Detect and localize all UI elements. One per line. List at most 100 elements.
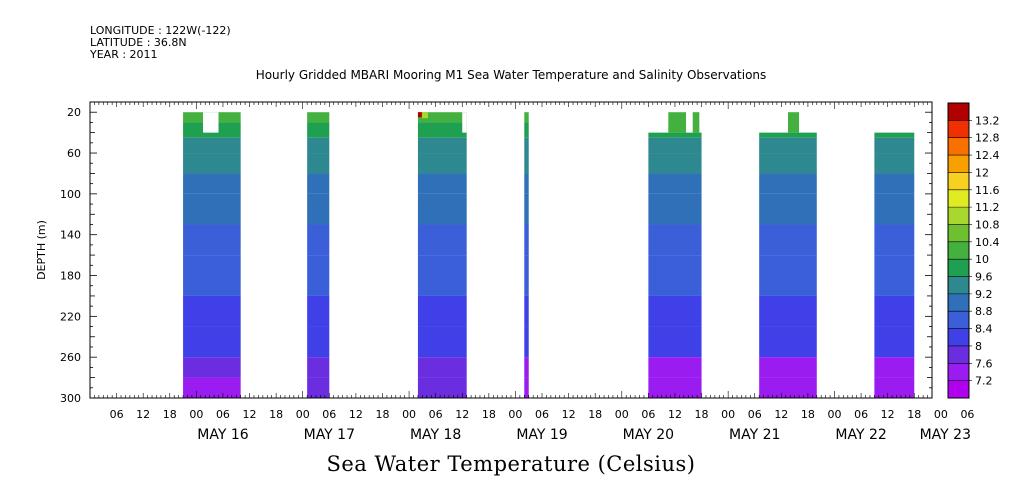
temperature-cell (524, 255, 529, 296)
heatmap-plot: DEPTH (m) 06 12 18 00 06 12 18 00 06 12 18 00 06 12 18… (35, 101, 1000, 443)
temperature-cell (307, 193, 330, 225)
temperature-cell (759, 132, 817, 138)
colorbar-tick-label: 12 (975, 166, 989, 179)
y-tick-label: 180 (60, 270, 81, 283)
colorbar-segment (948, 207, 969, 225)
temperature-cell (648, 255, 702, 296)
x-tick-label: 06 (216, 408, 230, 421)
x-tick-label: 12 (774, 408, 788, 421)
temperature-cell (524, 153, 529, 174)
temperature-cell (417, 122, 467, 138)
temperature-cell (692, 112, 700, 133)
x-day-label: MAY 21 (729, 427, 780, 443)
temperature-cell (307, 137, 330, 154)
y-tick-label: 220 (60, 310, 81, 323)
temperature-cell (417, 357, 467, 378)
temperature-cell (417, 112, 422, 118)
colorbar-tick-label: 7.6 (975, 357, 993, 370)
x-tick-label: 00 (615, 408, 629, 421)
colorbar-frame (947, 102, 970, 399)
colorbar-segment (948, 155, 969, 173)
colorbar-tick-label: 12.4 (975, 149, 1000, 162)
y-tick-label: 260 (60, 351, 81, 364)
x-tick-label: 00 (934, 408, 948, 421)
colorbar-tick-label: 13.2 (975, 114, 1000, 127)
temperature-cell (648, 132, 702, 138)
temperature-cell (524, 173, 529, 194)
temperature-cell (307, 173, 330, 194)
temperature-cell (421, 112, 428, 119)
x-tick-label: 18 (801, 408, 815, 421)
temperature-cell (524, 377, 529, 398)
colorbar-tick-label: 8.8 (975, 305, 993, 318)
temperature-cell (759, 193, 817, 225)
colorbar-tick-label: 12.8 (975, 132, 1000, 145)
x-tick-label: 12 (668, 408, 682, 421)
x-tick-label: 00 (721, 408, 735, 421)
colorbar-segment (948, 172, 969, 191)
x-tick-label: 06 (322, 408, 336, 421)
x-tick-label: 06 (960, 408, 974, 421)
colorbar-segment (948, 189, 969, 208)
temperature-cell (874, 153, 915, 174)
temperature-cell (648, 377, 702, 398)
colorbar-segment (948, 224, 969, 243)
temperature-cell (759, 377, 817, 398)
temperature-cell (417, 255, 467, 296)
temperature-cell (307, 153, 330, 174)
x-day-label: MAY 23 (920, 427, 971, 443)
x-tick-label: 06 (429, 408, 443, 421)
colorbar-segment (948, 120, 969, 139)
temperature-cell (874, 132, 915, 138)
temperature-cell (759, 357, 817, 378)
temperature-cell (524, 295, 529, 327)
colorbar-segment (948, 311, 969, 329)
temperature-cell (307, 122, 330, 138)
temperature-cell (417, 153, 467, 174)
colorbar-tick-label: 9.2 (975, 288, 993, 301)
x-tick-label: 06 (854, 408, 868, 421)
x-tick-label: 06 (110, 408, 124, 421)
temperature-cell (417, 193, 467, 225)
temperature-cell (417, 326, 467, 358)
x-tick-label: 06 (748, 408, 762, 421)
temperature-cell (648, 224, 702, 256)
x-tick-label: 00 (296, 408, 310, 421)
temperature-cell (874, 193, 915, 225)
temperature-cell (183, 224, 241, 256)
colorbar-segment (948, 363, 969, 381)
x-tick-label: 06 (535, 408, 549, 421)
temperature-cell (668, 112, 687, 133)
temperature-cell (648, 326, 702, 358)
colorbar-tick-label: 7.2 (975, 375, 993, 388)
colorbar-tick-label: 10.8 (975, 218, 1000, 231)
x-tick-label: 18 (269, 408, 283, 421)
x-tick-label: 18 (695, 408, 709, 421)
y-tick-label: 140 (60, 229, 81, 242)
x-tick-label: 18 (163, 408, 177, 421)
temperature-cell (417, 295, 467, 327)
temperature-cell (787, 112, 800, 133)
y-tick-label: 100 (60, 188, 81, 201)
x-tick-label: 12 (136, 408, 150, 421)
colorbar-segment (948, 293, 969, 312)
x-tick-label: 12 (562, 408, 576, 421)
temperature-cell (759, 326, 817, 358)
temperature-cell (183, 326, 241, 358)
colorbar-segment (948, 380, 969, 399)
temperature-cell (183, 357, 241, 378)
temperature-cell (648, 357, 702, 378)
temperature-cell (307, 326, 330, 358)
temperature-cell (417, 224, 467, 256)
colorbar-segment (948, 103, 969, 121)
x-tick-label: 18 (588, 408, 602, 421)
x-tick-label: 18 (375, 408, 389, 421)
x-day-label: MAY 19 (516, 427, 567, 443)
y-tick-label: 20 (67, 106, 81, 119)
temperature-cell (307, 377, 330, 398)
x-tick-label: 00 (402, 408, 416, 421)
colorbar-tick-label: 8.4 (975, 323, 993, 336)
temperature-cell (183, 137, 241, 154)
x-tick-label: 12 (455, 408, 469, 421)
x-day-label: MAY 16 (197, 427, 248, 443)
